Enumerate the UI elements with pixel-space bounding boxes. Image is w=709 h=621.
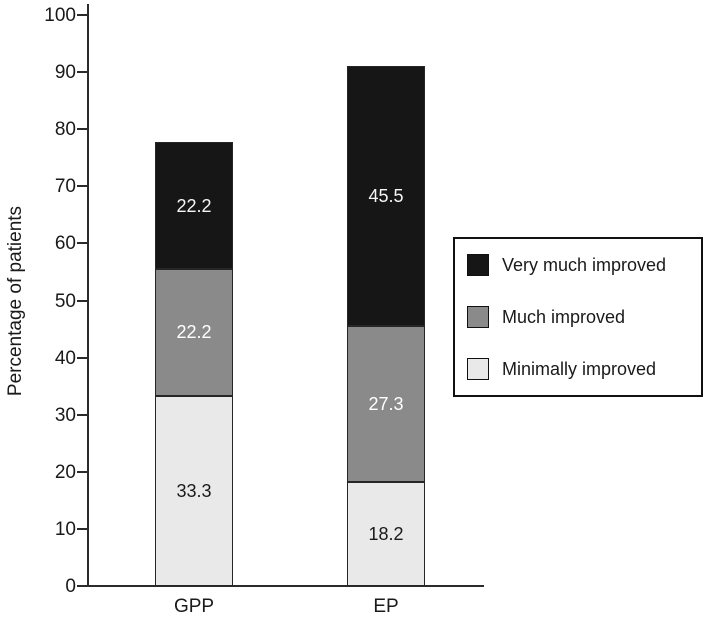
bar-segment-gpp-very-much-improved: 22.2	[155, 142, 233, 270]
y-tick-mark-60	[77, 242, 88, 245]
y-tick-label-70: 70	[54, 176, 76, 198]
bar-segment-gpp-much-improved: 22.2	[155, 269, 233, 396]
y-tick-mark-80	[77, 128, 88, 131]
x-axis-line	[87, 585, 484, 587]
bar-segment-gpp-minimally-improved: 33.3	[155, 395, 233, 586]
legend-item-very-much-improved: Very much improved	[467, 254, 701, 276]
y-tick-mark-90	[77, 71, 88, 74]
bar-segment-ep-very-much-improved: 45.5	[347, 66, 425, 327]
y-tick-label-50: 50	[54, 290, 76, 312]
y-tick-label-60: 60	[54, 233, 76, 255]
y-tick-mark-50	[77, 299, 88, 302]
y-tick-mark-70	[77, 185, 88, 188]
legend-item-much-improved: Much improved	[467, 306, 701, 328]
legend-label-much-improved: Much improved	[502, 306, 626, 327]
bar-value-label-gpp-minimally-improved: 33.3	[176, 480, 212, 501]
y-tick-mark-30	[77, 413, 88, 416]
y-tick-label-30: 30	[54, 404, 76, 426]
bar-segment-ep-minimally-improved: 18.2	[347, 482, 425, 586]
y-axis-title: Percentage of patients	[5, 205, 26, 397]
y-tick-mark-0	[77, 585, 88, 587]
bar-value-label-ep-much-improved: 27.3	[368, 394, 404, 415]
legend-swatch-much-improved	[467, 306, 489, 328]
y-tick-mark-100	[77, 14, 88, 16]
y-tick-label-10: 10	[54, 518, 76, 540]
legend-label-minimally-improved: Minimally improved	[502, 358, 657, 379]
legend-swatch-very-much-improved	[467, 254, 489, 276]
legend-swatch-minimally-improved	[467, 358, 489, 380]
bar-value-label-gpp-very-much-improved: 22.2	[176, 195, 212, 216]
legend-item-minimally-improved: Minimally improved	[467, 358, 701, 380]
y-tick-label-90: 90	[54, 62, 76, 84]
bar-value-label-ep-very-much-improved: 45.5	[368, 186, 404, 207]
x-category-label-gpp: GPP	[173, 596, 215, 617]
y-tick-label-80: 80	[54, 119, 76, 141]
y-tick-mark-10	[77, 527, 88, 530]
y-tick-mark-20	[77, 470, 88, 473]
bar-value-label-gpp-much-improved: 22.2	[176, 322, 212, 343]
y-tick-label-20: 20	[54, 461, 76, 483]
bar-segment-ep-much-improved: 27.3	[347, 326, 425, 483]
y-tick-mark-40	[77, 356, 88, 359]
y-tick-label-0: 0	[65, 576, 76, 597]
bar-value-label-ep-minimally-improved: 18.2	[368, 524, 404, 545]
x-category-label-ep: EP	[373, 596, 399, 617]
legend-label-very-much-improved: Very much improved	[502, 254, 667, 275]
y-tick-label-40: 40	[54, 347, 76, 369]
y-tick-label-100: 100	[44, 5, 76, 26]
legend-box: Very much improved Much improved Minimal…	[453, 237, 703, 397]
y-axis-line	[87, 4, 89, 587]
